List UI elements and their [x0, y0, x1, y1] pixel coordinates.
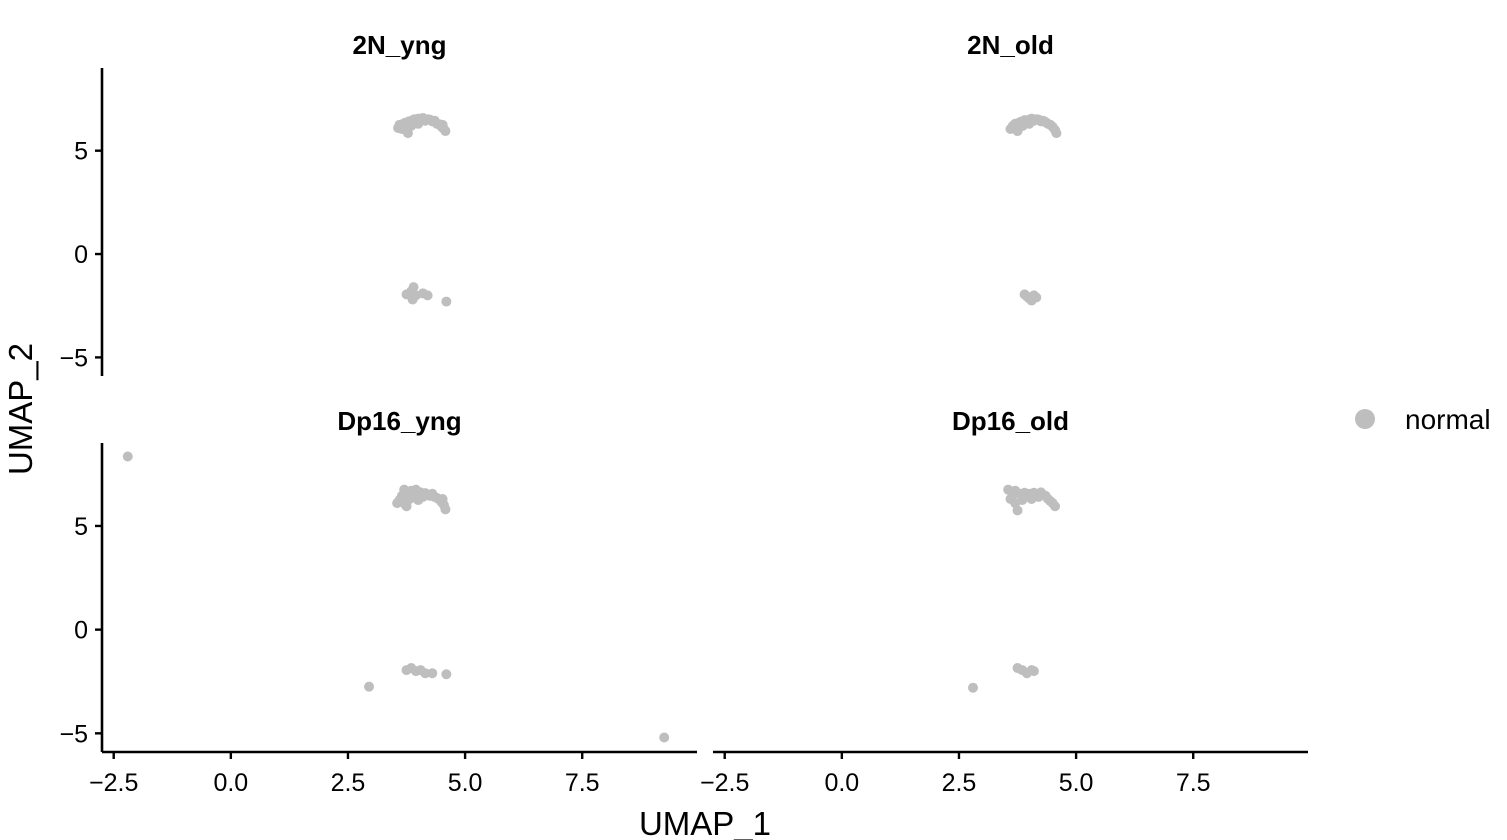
data-point [1051, 128, 1062, 139]
data-point [399, 121, 410, 132]
facet-panel-1: 2N_old [967, 30, 1062, 306]
data-point [1012, 126, 1023, 137]
facet-panel-0: 2N_yng −5 0 5 [59, 30, 452, 376]
x-tick-label: 7.5 [1176, 769, 1211, 797]
facet-panel-2: Dp16_yng −5 0 5 −2.5 0.0 2.5 5.0 7.5 [59, 406, 697, 797]
data-point [1028, 666, 1039, 677]
data-point [968, 682, 979, 693]
data-point [407, 294, 418, 305]
data-point [422, 290, 433, 301]
data-point [413, 118, 424, 129]
y-tick-label: 0 [74, 241, 88, 269]
data-point [437, 119, 448, 130]
x-tick-label: 0.0 [824, 769, 859, 797]
y-tick-label: 5 [74, 513, 88, 541]
data-point [441, 669, 452, 680]
legend-label-normal: normal [1405, 404, 1491, 435]
x-tick-label: 5.0 [448, 769, 483, 797]
data-point [1024, 118, 1035, 129]
facet-panels: 2N_yng −5 0 5 2N_old Dp16_yng −5 0 5 −2.5 0.0 2.5 5.… [59, 30, 1308, 797]
facet-panel-3: Dp16_old −2.5 0.0 2.5 5.0 7.5 [700, 406, 1308, 797]
data-point [427, 668, 438, 679]
data-point [364, 681, 375, 692]
data-point [1010, 498, 1021, 509]
data-point [1050, 501, 1061, 512]
facet-title: Dp16_yng [337, 406, 461, 436]
y-axis-title: UMAP_2 [2, 343, 39, 475]
x-tick-label: 5.0 [1059, 769, 1094, 797]
x-tick-label: −2.5 [700, 769, 749, 797]
data-point [413, 495, 424, 506]
facet-title: 2N_yng [353, 30, 447, 60]
data-point [440, 504, 451, 515]
facet-title: 2N_old [967, 30, 1054, 60]
x-tick-label: 2.5 [942, 769, 977, 797]
x-tick-label: 7.5 [565, 769, 600, 797]
x-tick-label: −2.5 [89, 769, 138, 797]
legend: normal [1355, 404, 1491, 435]
y-tick-label: 5 [74, 138, 88, 166]
data-point [401, 501, 412, 512]
y-tick-label: −5 [59, 344, 88, 372]
legend-key-normal [1355, 409, 1375, 429]
data-point [420, 668, 431, 679]
y-tick-label: −5 [59, 720, 88, 748]
data-point [1031, 292, 1042, 303]
data-point [408, 282, 419, 293]
data-point [122, 451, 133, 462]
facet-title: Dp16_old [952, 406, 1069, 436]
data-point [437, 493, 448, 504]
data-point [441, 296, 452, 307]
data-point [659, 732, 670, 743]
x-axis-title: UMAP_1 [639, 805, 771, 840]
x-tick-label: 0.0 [213, 769, 248, 797]
y-tick-label: 0 [74, 617, 88, 645]
x-tick-label: 2.5 [331, 769, 366, 797]
